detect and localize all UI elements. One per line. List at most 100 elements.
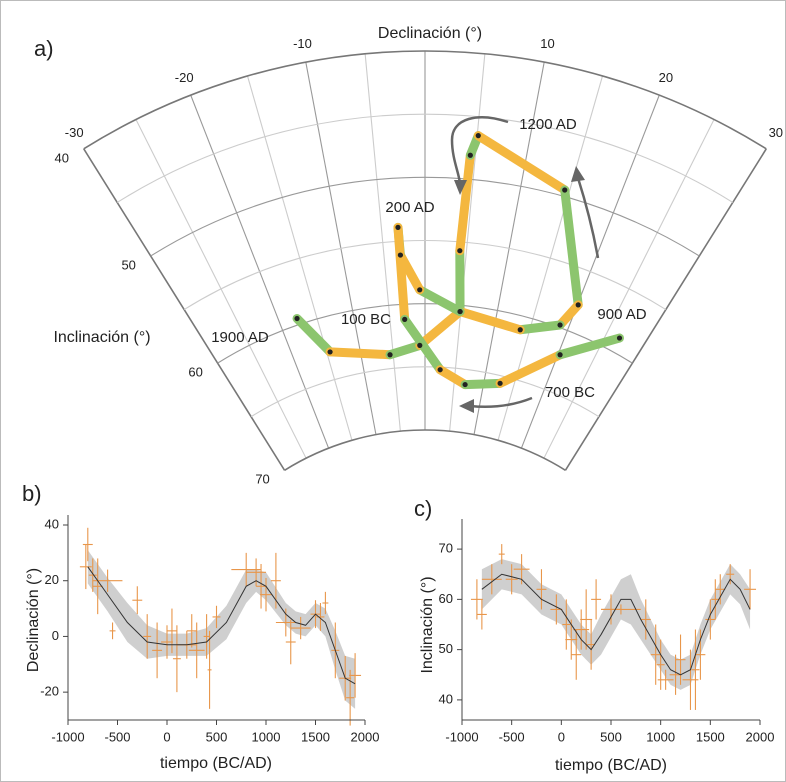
arrow [450, 116, 509, 186]
y-tick-label: 40 [45, 516, 59, 531]
point [327, 349, 333, 355]
point [417, 342, 423, 348]
confidence-band [87, 550, 356, 709]
path-segment [292, 314, 335, 357]
x-tick-label: 0 [163, 729, 170, 744]
x-tick-label: -20 [175, 70, 194, 85]
arrow-head [571, 166, 585, 182]
y-tick-label: 40 [439, 691, 453, 706]
path-segment [435, 365, 470, 390]
path-segment [415, 285, 465, 317]
x-tick-label: 2000 [351, 729, 380, 744]
path-segment [455, 150, 475, 256]
y-tick-label: -20 [40, 684, 59, 699]
panel-a: a) Declinación (°) Inclinación (°) [34, 25, 482, 346]
annotation: 1200 AD [519, 116, 577, 133]
x-tick-label: 1500 [301, 729, 330, 744]
point [557, 322, 563, 328]
arrow [576, 177, 600, 259]
y-tick-label: 50 [439, 641, 453, 656]
arrow [469, 396, 533, 408]
path-segment [385, 340, 425, 360]
y-tick-label: 60 [439, 591, 453, 606]
panel-label: c) [414, 496, 432, 521]
x-tick-label: 500 [600, 729, 622, 744]
grid-arc [217, 303, 633, 364]
y-axis-title: Inclinación (°) [419, 576, 436, 673]
y-axis-title: Declinación (°) [25, 568, 42, 672]
path-segment [455, 307, 525, 335]
annotation: 1900 AD [211, 329, 269, 346]
point [387, 352, 393, 358]
path-segment [515, 320, 565, 335]
x-tick-label: 10 [540, 36, 554, 51]
point [437, 367, 443, 373]
confidence-band [481, 559, 751, 690]
annotation: 200 AD [385, 199, 434, 216]
x-tick-label: 20 [659, 70, 673, 85]
point [294, 315, 300, 322]
point [517, 327, 523, 333]
x-axis-title: tiempo (BC/AD) [160, 755, 272, 772]
point [557, 352, 563, 358]
path-segment [325, 347, 395, 360]
arrows [450, 116, 600, 413]
point [467, 152, 473, 158]
grid-arc [83, 50, 767, 150]
path-segment [560, 185, 583, 310]
point [575, 302, 581, 308]
y-tick-label: 70 [439, 541, 453, 556]
x-tick-label: -1000 [51, 729, 84, 744]
minor-grid-arc [183, 240, 667, 311]
fan-plot: -30 -20 -10 10 20 30 40 50 60 70 [54, 36, 783, 487]
y-tick-label: 60 [188, 365, 202, 380]
minor-grid-arc [116, 113, 734, 203]
annotation: 700 BC [545, 384, 595, 401]
panel-label: a) [34, 36, 54, 61]
annotation: 100 BC [341, 311, 391, 328]
y-tick-label: 70 [255, 472, 269, 487]
y-tick-label: 0 [52, 628, 59, 643]
path-segment [393, 222, 410, 324]
panel-label: b) [22, 481, 42, 506]
point [475, 133, 481, 139]
x-axis-title: Declinación (°) [378, 25, 482, 42]
model-curve [87, 566, 356, 685]
x-tick-label: -500 [499, 729, 525, 744]
x-tick-label: 500 [206, 729, 228, 744]
point [397, 252, 404, 258]
path-segment [460, 378, 505, 390]
point [616, 335, 623, 341]
x-tick-label: 30 [769, 125, 783, 140]
path-segment [415, 307, 465, 350]
point [417, 287, 423, 293]
point [457, 248, 463, 254]
arrow-head [454, 180, 467, 195]
y-tick-label: 40 [54, 150, 68, 165]
grid-arc [150, 176, 700, 257]
y-axis-title: Inclinación (°) [53, 329, 150, 346]
panel-b: b) tiempo (BC/AD) Declinación (°) [22, 481, 272, 772]
point [402, 316, 408, 322]
point [497, 380, 503, 386]
x-tick-label: -500 [104, 729, 130, 744]
y-tick-label: 20 [45, 572, 59, 587]
point [462, 381, 468, 388]
point [562, 187, 568, 193]
annotation: 900 AD [597, 306, 646, 323]
x-tick-label: 1000 [646, 729, 675, 744]
errorbar-plot: -1000 -500 0 500 1000 1500 2000 40 50 60 70 [439, 519, 775, 744]
x-tick-label: 2000 [746, 729, 775, 744]
x-tick-label: -30 [65, 125, 84, 140]
path-segment [495, 350, 565, 388]
arrow-head [459, 399, 474, 413]
x-tick-label: 0 [558, 729, 565, 744]
path-segment [555, 300, 583, 330]
point [395, 224, 401, 230]
x-tick-label: 1500 [696, 729, 725, 744]
y-tick-label: 50 [121, 257, 135, 272]
minor-grid-arc [250, 366, 600, 418]
x-tick-label: 1000 [252, 729, 281, 744]
